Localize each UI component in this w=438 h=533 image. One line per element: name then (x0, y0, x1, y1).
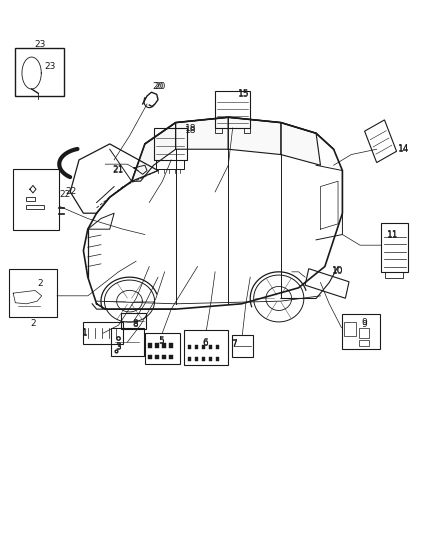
Text: 21: 21 (112, 165, 123, 174)
Bar (187, 357, 191, 361)
Text: 11: 11 (386, 231, 398, 240)
Text: 14: 14 (397, 144, 409, 152)
Text: 8: 8 (132, 320, 138, 328)
Polygon shape (175, 117, 228, 149)
Text: 10: 10 (332, 266, 343, 275)
Bar (358, 340, 368, 346)
Text: 15: 15 (237, 91, 249, 99)
Bar (231, 335, 252, 357)
Text: 10: 10 (332, 268, 343, 276)
Text: 21: 21 (112, 166, 123, 175)
Bar (380, 223, 407, 272)
Bar (145, 333, 180, 364)
Text: 18: 18 (185, 126, 196, 134)
Bar (15, 48, 64, 96)
Bar (148, 355, 152, 359)
Text: 22: 22 (59, 190, 71, 199)
Polygon shape (228, 117, 280, 155)
Bar (155, 355, 159, 359)
Bar (343, 322, 355, 336)
Bar (385, 272, 402, 278)
Text: 7: 7 (231, 341, 237, 349)
Text: 5: 5 (158, 336, 164, 345)
Bar (208, 345, 212, 349)
Text: 3: 3 (115, 343, 121, 352)
Text: 6: 6 (202, 340, 208, 348)
Text: 1: 1 (81, 329, 88, 337)
Text: 9: 9 (360, 320, 367, 328)
Text: 23: 23 (45, 62, 56, 71)
Bar (341, 314, 379, 349)
Text: 22: 22 (65, 188, 76, 196)
Bar (215, 357, 219, 361)
Bar (162, 343, 166, 348)
Bar (153, 128, 186, 160)
Text: 7: 7 (231, 340, 237, 348)
Text: 8: 8 (132, 319, 138, 328)
Text: 9: 9 (360, 318, 367, 327)
Text: 6: 6 (202, 338, 208, 347)
Text: 15: 15 (237, 89, 249, 98)
Bar (169, 355, 173, 359)
Text: 20: 20 (152, 82, 163, 91)
Bar (13, 169, 59, 230)
Bar (155, 343, 159, 348)
Text: 2: 2 (38, 279, 43, 288)
Bar (148, 343, 152, 348)
Bar (9, 269, 57, 317)
Bar (215, 128, 221, 133)
Bar (215, 345, 219, 349)
Text: 18: 18 (185, 124, 196, 133)
Bar (201, 357, 205, 361)
Bar (215, 91, 250, 128)
Bar (194, 357, 198, 361)
Bar (358, 328, 368, 338)
Text: 5: 5 (158, 337, 164, 345)
Bar (201, 345, 205, 349)
Bar (194, 345, 198, 349)
Bar (162, 355, 166, 359)
Polygon shape (131, 123, 175, 181)
Bar (83, 322, 123, 344)
Text: 14: 14 (397, 145, 409, 154)
Text: 2: 2 (30, 319, 35, 328)
Text: 23: 23 (35, 41, 46, 49)
Bar (155, 160, 184, 169)
Text: 20: 20 (154, 82, 166, 91)
Polygon shape (280, 123, 320, 165)
Bar (208, 357, 212, 361)
Bar (184, 330, 228, 365)
Bar (120, 313, 146, 329)
Bar (169, 343, 173, 348)
Text: 11: 11 (386, 230, 398, 239)
Text: 1: 1 (81, 328, 88, 336)
Bar (110, 328, 143, 356)
Bar (243, 128, 250, 133)
Text: 3: 3 (115, 342, 121, 351)
Bar (187, 345, 191, 349)
